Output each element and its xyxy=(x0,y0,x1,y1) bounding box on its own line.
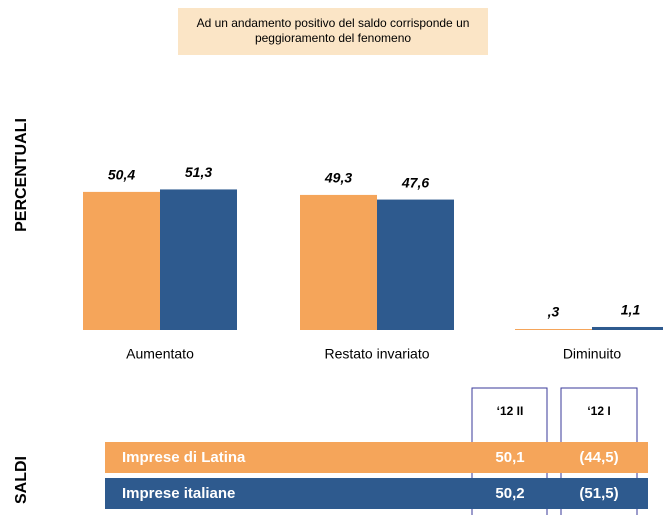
section-label: PERCENTUALI xyxy=(13,118,30,232)
column-header: ‘12 I xyxy=(587,404,610,418)
bar xyxy=(160,189,237,330)
table-row xyxy=(105,442,648,473)
note-line: peggioramento del fenomeno xyxy=(255,31,411,45)
row-label: Imprese di Latina xyxy=(122,449,246,466)
bar xyxy=(300,194,377,330)
value-label: 50,4 xyxy=(108,167,135,183)
category-label: Diminuito xyxy=(563,346,622,362)
bar xyxy=(515,329,592,330)
bar xyxy=(592,326,663,330)
note-line: Ad un andamento positivo del saldo corri… xyxy=(197,16,470,30)
note-box xyxy=(178,8,488,55)
table-cell: 50,2 xyxy=(495,485,524,502)
table-cell: 50,1 xyxy=(495,449,524,466)
table-row xyxy=(105,478,648,509)
section-label: SALDI xyxy=(13,456,30,504)
table-cell: (51,5) xyxy=(579,485,618,502)
bar xyxy=(377,199,454,330)
value-label: 51,3 xyxy=(185,164,212,180)
category-label: Restato invariato xyxy=(324,346,429,362)
value-label: 1,1 xyxy=(621,302,641,318)
value-label: 49,3 xyxy=(324,170,352,186)
bar xyxy=(83,191,160,330)
column-header: ‘12 II xyxy=(497,404,524,418)
category-label: Aumentato xyxy=(126,346,194,362)
row-label: Imprese italiane xyxy=(122,485,235,502)
value-label: ,3 xyxy=(547,304,560,320)
table-cell: (44,5) xyxy=(579,449,618,466)
value-label: 47,6 xyxy=(401,174,429,190)
